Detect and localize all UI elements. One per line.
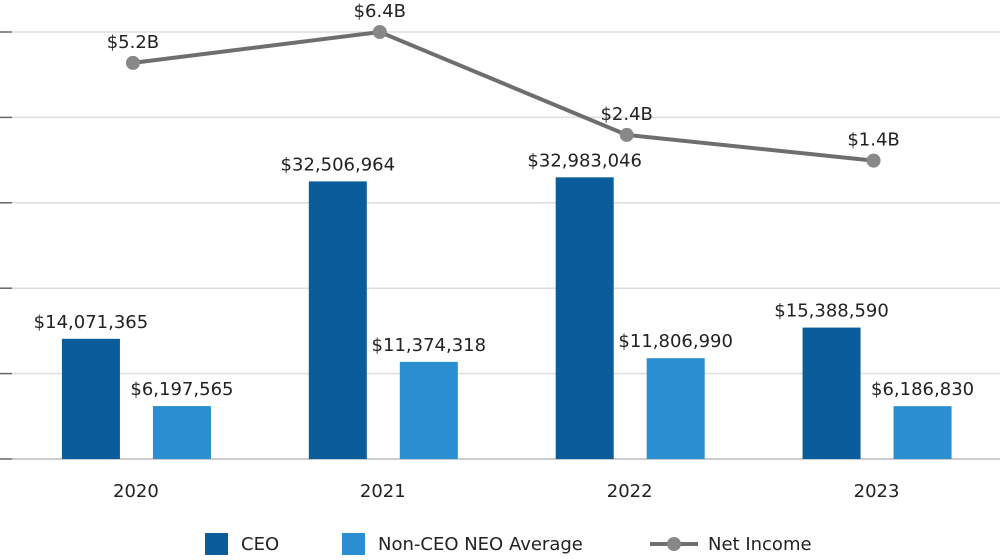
- legend-marker: [667, 537, 681, 551]
- data-label: $5.2B: [107, 32, 159, 53]
- data-label: $6,186,830: [871, 379, 974, 400]
- line-marker: [866, 153, 881, 168]
- x-tick-label: 2023: [854, 481, 900, 502]
- data-label: $1.4B: [847, 130, 899, 151]
- x-tick-label: 2022: [607, 481, 653, 502]
- legend-swatch: [342, 533, 365, 555]
- data-label: $15,388,590: [774, 301, 889, 322]
- data-label: $6.4B: [354, 1, 406, 22]
- data-label: $6,197,565: [130, 379, 233, 400]
- bar: [646, 358, 705, 459]
- bar: [308, 181, 367, 459]
- data-label: $14,071,365: [34, 312, 149, 333]
- x-tick-label: 2020: [113, 481, 159, 502]
- legend-label: CEO: [241, 534, 279, 555]
- line-marker: [619, 127, 634, 142]
- data-label: $11,806,990: [618, 331, 733, 352]
- data-label: $11,374,318: [372, 335, 487, 356]
- bar: [399, 361, 458, 459]
- line-marker: [125, 55, 140, 70]
- data-label: $32,983,046: [527, 150, 642, 171]
- bar: [61, 338, 120, 459]
- line: [132, 29, 874, 163]
- legend-label: Net Income: [708, 534, 812, 555]
- data-label: $32,506,964: [281, 154, 396, 175]
- bar: [152, 406, 211, 459]
- x-tick-label: 2021: [360, 481, 406, 502]
- bar: [555, 177, 614, 460]
- data-label: $2.4B: [600, 104, 652, 125]
- legend-swatch: [205, 533, 228, 555]
- legend-label: Non-CEO NEO Average: [378, 534, 583, 555]
- bar: [893, 406, 952, 459]
- line-marker: [372, 25, 387, 39]
- bar: [802, 327, 861, 459]
